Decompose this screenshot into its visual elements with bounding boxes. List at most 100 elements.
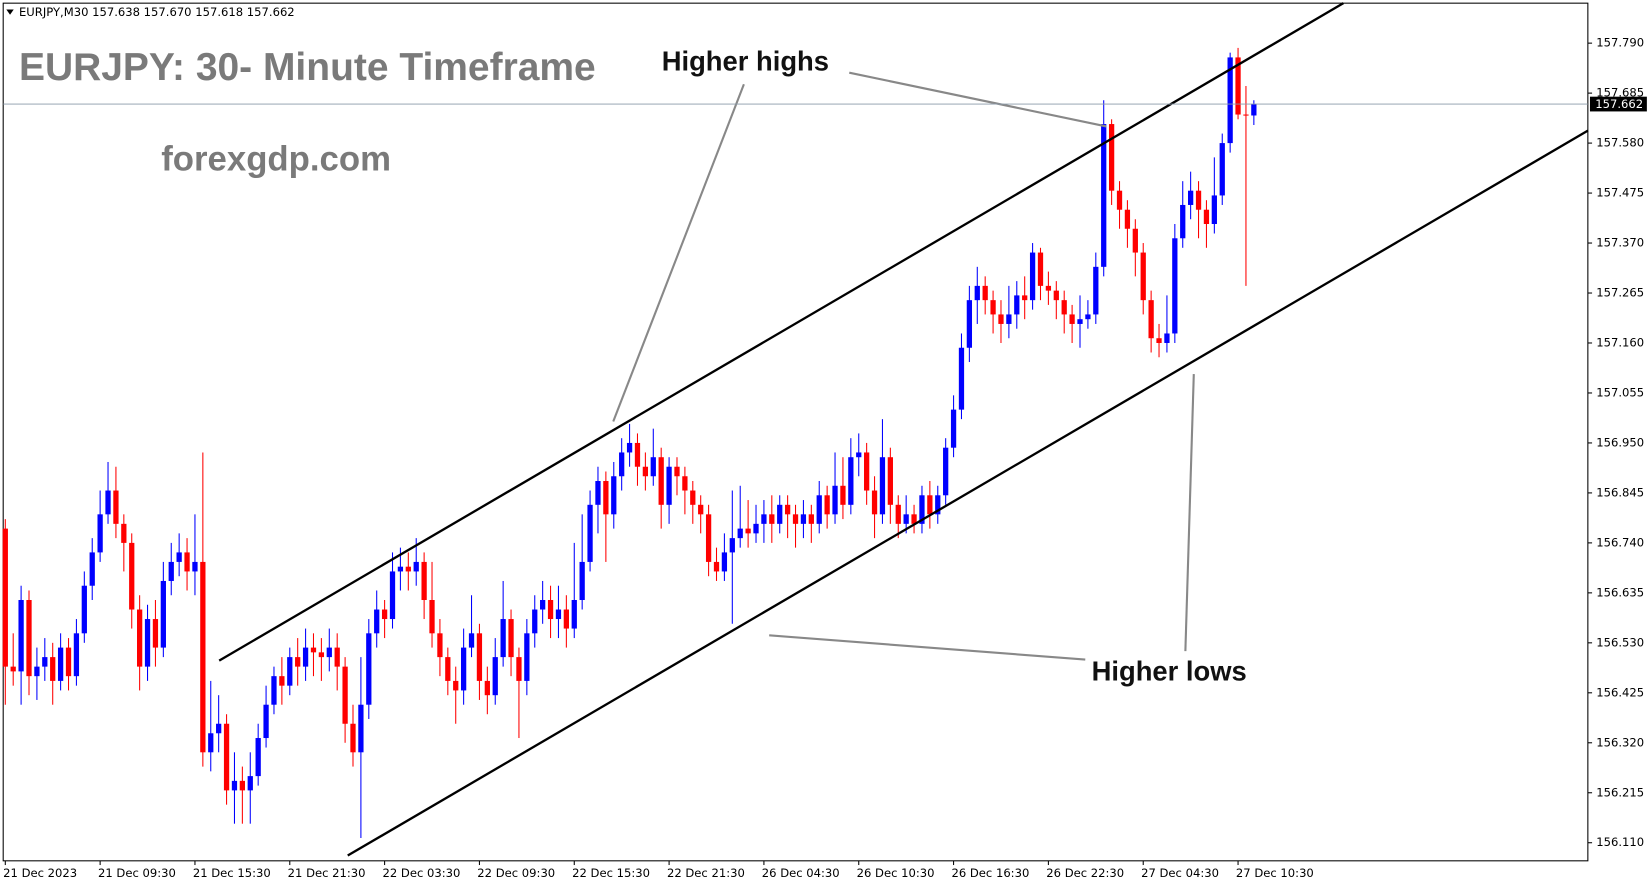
- annotation: Higher highs: [662, 45, 829, 76]
- candle-body: [318, 652, 325, 658]
- candle-body: [129, 542, 135, 610]
- chart-subtitle: forexgdp.com: [161, 140, 391, 178]
- candle-body: [792, 514, 799, 524]
- candle-body: [1124, 209, 1131, 229]
- y-tick-label: 156.110: [1596, 835, 1644, 849]
- candle-body: [784, 504, 791, 515]
- candle-body: [18, 600, 24, 672]
- candle-body: [824, 495, 830, 515]
- candle-body: [658, 457, 664, 505]
- annotation: Higher lows: [1092, 656, 1247, 687]
- candle-body: [1029, 252, 1036, 301]
- candle-body: [705, 514, 712, 562]
- candle-body: [982, 285, 988, 301]
- x-tick-label: 22 Dec 21:30: [667, 866, 745, 880]
- candle-body: [279, 676, 285, 686]
- x-tick-label: 26 Dec 10:30: [857, 866, 935, 880]
- candle-body: [998, 314, 1004, 324]
- candle-body: [911, 514, 917, 524]
- x-tick-label: 26 Dec 22:30: [1046, 866, 1124, 880]
- candle-body: [1140, 252, 1146, 301]
- candle-body: [121, 523, 127, 543]
- candle-body: [540, 600, 546, 610]
- candle-body: [445, 657, 451, 681]
- candle-body: [587, 504, 593, 562]
- candle-body: [1053, 290, 1059, 301]
- candle-body: [421, 561, 427, 601]
- candle-body: [871, 490, 878, 515]
- x-tick-label: 21 Dec 2023: [3, 866, 77, 880]
- x-tick-label: 22 Dec 09:30: [477, 866, 555, 880]
- candle-body: [619, 452, 625, 477]
- x-tick-label: 27 Dec 04:30: [1141, 866, 1219, 880]
- candle-body: [563, 609, 569, 629]
- candle-body: [626, 442, 633, 453]
- candle-body: [808, 514, 814, 524]
- y-tick-label: 156.530: [1596, 635, 1644, 649]
- candle-body: [10, 666, 16, 672]
- chart-title: EURJPY: 30- Minute Timeframe: [19, 46, 596, 89]
- x-tick-label: 21 Dec 21:30: [288, 866, 366, 880]
- candle-body: [524, 633, 530, 681]
- pointer-line: [612, 83, 745, 422]
- candle-body: [958, 347, 965, 410]
- candle-body: [342, 666, 348, 724]
- candle-body: [42, 657, 48, 667]
- candle-body: [769, 514, 775, 524]
- x-tick-label: 22 Dec 03:30: [383, 866, 461, 880]
- candle-body: [840, 485, 846, 505]
- y-tick-label: 156.845: [1596, 485, 1644, 499]
- candle-body: [745, 528, 751, 534]
- candle-body: [737, 528, 743, 539]
- y-tick-label: 156.215: [1596, 785, 1644, 799]
- candle-body: [484, 680, 490, 696]
- candle-body: [65, 647, 72, 677]
- current-price-box: [1589, 96, 1647, 112]
- y-tick-label: 157.265: [1596, 286, 1644, 300]
- candle-body: [381, 609, 388, 620]
- candle-body: [73, 633, 80, 677]
- candle-body: [255, 738, 261, 777]
- candle-body: [397, 566, 404, 572]
- candle-body: [1251, 104, 1257, 116]
- candle-body: [216, 723, 222, 734]
- candle-body: [366, 633, 372, 705]
- candle-body: [2, 528, 8, 667]
- candle-body: [492, 657, 498, 696]
- candle-body: [508, 619, 514, 658]
- candle-body: [1188, 190, 1194, 205]
- candle-body: [168, 561, 174, 581]
- candle-body: [184, 552, 190, 572]
- candle-body: [887, 457, 893, 505]
- y-tick-label: 157.370: [1596, 236, 1644, 250]
- x-tick-label: 26 Dec 16:30: [951, 866, 1029, 880]
- candle-body: [903, 514, 909, 524]
- candle-body: [413, 561, 419, 572]
- candle-body: [966, 300, 973, 348]
- candle-body: [1172, 238, 1178, 334]
- candle-body: [1235, 57, 1241, 115]
- candle-body: [1203, 209, 1210, 225]
- candle-body: [1243, 114, 1249, 116]
- x-tick-label: 21 Dec 09:30: [98, 866, 176, 880]
- candle-body: [974, 285, 980, 301]
- candle-body: [113, 490, 119, 524]
- candle-body: [879, 457, 886, 515]
- candle-body: [555, 609, 562, 620]
- y-tick-label: 156.635: [1596, 585, 1644, 599]
- pointer-line: [769, 634, 1086, 661]
- candle-body: [57, 647, 64, 681]
- candle-body: [642, 466, 649, 477]
- x-tick-label: 26 Dec 04:30: [762, 866, 840, 880]
- candle-body: [271, 676, 277, 705]
- candle-body: [1093, 266, 1099, 315]
- candle-body: [1045, 285, 1052, 291]
- candle-body: [532, 609, 538, 634]
- candle-body: [1037, 252, 1044, 286]
- candle-body: [690, 490, 696, 505]
- x-tick-label: 21 Dec 15:30: [193, 866, 271, 880]
- candle-body: [460, 647, 467, 691]
- candle-body: [1219, 143, 1225, 196]
- candle-body: [571, 600, 577, 629]
- candle-body: [721, 552, 728, 572]
